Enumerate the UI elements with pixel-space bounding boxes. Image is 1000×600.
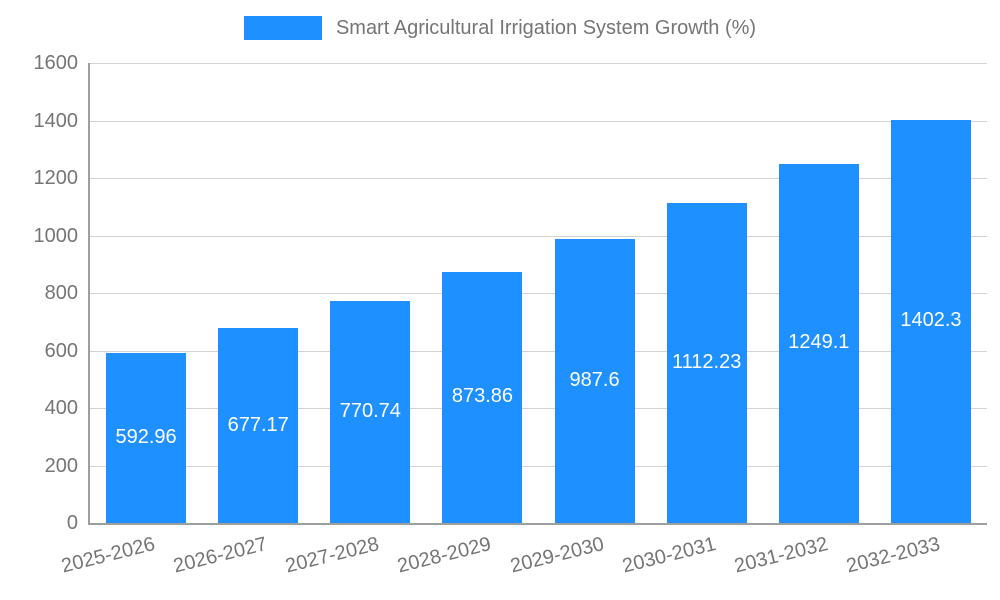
legend-swatch — [243, 16, 322, 40]
y-tick-label: 0 — [66, 512, 78, 534]
gridline — [90, 465, 987, 467]
bar: 987.6 — [554, 239, 635, 523]
y-tick-label: 400 — [44, 397, 78, 419]
chart-legend: Smart Agricultural Irrigation System Gro… — [0, 16, 1000, 40]
chart-title: Smart Agricultural Irrigation System Gro… — [335, 16, 757, 39]
bar-value-label: 1112.23 — [672, 351, 742, 374]
bar: 873.86 — [442, 271, 523, 523]
y-tick-label: 1200 — [33, 167, 79, 189]
gridline — [90, 63, 987, 64]
bar-value-label: 987.6 — [569, 369, 620, 392]
bar: 1112.23 — [666, 203, 747, 523]
bar-value-label: 770.74 — [339, 400, 401, 423]
gridline — [90, 235, 987, 237]
bar-value-label: 873.86 — [451, 385, 514, 408]
y-tick-label: 1400 — [33, 109, 79, 132]
plot-area: 592.96 677.17 770.74 873.86 987.6 1112.23 1249… — [88, 63, 987, 525]
bar-value-label: 592.96 — [115, 425, 177, 448]
bar: 592.96 — [106, 352, 187, 523]
bar-value-label: 1402.3 — [900, 309, 962, 332]
gridline — [90, 408, 987, 409]
bar-value-label: 1249.1 — [788, 331, 850, 354]
gridline — [90, 120, 987, 122]
gridline — [90, 178, 987, 179]
bar: 1249.1 — [778, 163, 859, 523]
y-tick-label: 800 — [44, 282, 78, 304]
gridline — [90, 350, 987, 352]
y-tick-label: 600 — [44, 339, 78, 362]
bar-value-label: 677.17 — [227, 413, 289, 436]
bar: 1402.3 — [890, 119, 971, 523]
y-tick-label: 1600 — [33, 52, 79, 74]
y-tick-label: 200 — [44, 454, 78, 477]
y-tick-label: 1000 — [33, 224, 79, 247]
bar: 677.17 — [218, 328, 299, 523]
gridline — [90, 293, 987, 294]
bar: 770.74 — [330, 301, 411, 523]
